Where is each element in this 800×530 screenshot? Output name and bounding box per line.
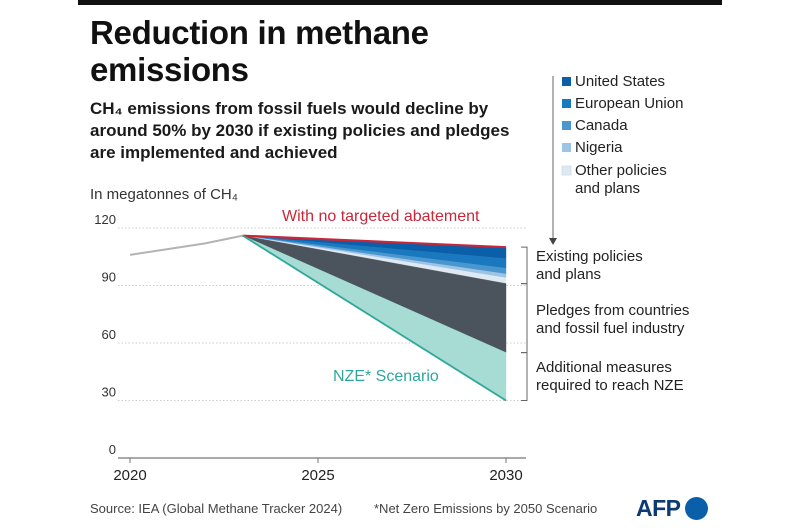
unit-label: In megatonnes of CH₄ bbox=[90, 186, 238, 203]
legend-swatch-5 bbox=[561, 165, 572, 176]
legend-swatch-2 bbox=[562, 99, 571, 108]
legend-swatch-3 bbox=[562, 121, 571, 130]
y-tick-label-0: 0 bbox=[109, 442, 116, 457]
label-additional-measures-line-1: Additional measures bbox=[536, 359, 672, 376]
legend-label-2: European Union bbox=[575, 95, 683, 112]
logo-text: AFP bbox=[636, 494, 681, 521]
y-tick-label-30: 30 bbox=[102, 385, 116, 400]
legend-label-1: United States bbox=[575, 73, 665, 90]
y-tick-label-60: 60 bbox=[102, 327, 116, 342]
logo-dot-icon bbox=[684, 496, 708, 520]
label-additional-measures-line-2: required to reach NZE bbox=[536, 377, 684, 394]
label-pledges-line-2: and fossil fuel industry bbox=[536, 320, 685, 337]
chart-title: Reduction in methane emissions bbox=[90, 14, 429, 88]
x-tick-label-2025: 2025 bbox=[301, 467, 334, 484]
x-tick-label-2030: 2030 bbox=[489, 467, 522, 484]
legend-label-3: Canada bbox=[575, 117, 628, 134]
no-abatement-label: With no targeted abatement bbox=[282, 208, 480, 225]
label-pledges-line-1: Pledges from countries bbox=[536, 302, 689, 319]
legend-label-5-line-1: Other policies bbox=[575, 162, 667, 179]
x-tick-label-2020: 2020 bbox=[113, 467, 146, 484]
historical-line bbox=[129, 234, 243, 256]
bracket-pledges bbox=[521, 283, 528, 354]
y-tick-label-90: 90 bbox=[102, 270, 116, 285]
top-rule bbox=[78, 0, 722, 5]
afp-logo: AFP bbox=[636, 493, 708, 523]
legend-arrow-head-icon bbox=[549, 238, 557, 245]
legend-label-5-line-2: and plans bbox=[575, 180, 640, 197]
chart-subtitle: CH₄ emissions from fossil fuels would de… bbox=[90, 99, 510, 162]
nze-line bbox=[242, 234, 507, 402]
legend-swatch-4 bbox=[562, 143, 571, 152]
source-note: Source: IEA (Global Methane Tracker 2024… bbox=[90, 501, 343, 516]
no-abatement-line bbox=[242, 234, 507, 249]
footnote: *Net Zero Emissions by 2050 Scenario bbox=[374, 501, 598, 516]
label-existing-policies-line-2: and plans bbox=[536, 266, 601, 283]
label-existing-policies-line-1: Existing policies bbox=[536, 248, 643, 265]
bracket-existing-policies bbox=[521, 246, 528, 285]
y-tick-label-120: 120 bbox=[94, 212, 116, 227]
legend-swatch-1 bbox=[562, 77, 571, 86]
nze-label: NZE* Scenario bbox=[333, 368, 439, 385]
legend-label-4: Nigeria bbox=[575, 139, 623, 156]
bracket-additional-measures bbox=[521, 352, 528, 401]
